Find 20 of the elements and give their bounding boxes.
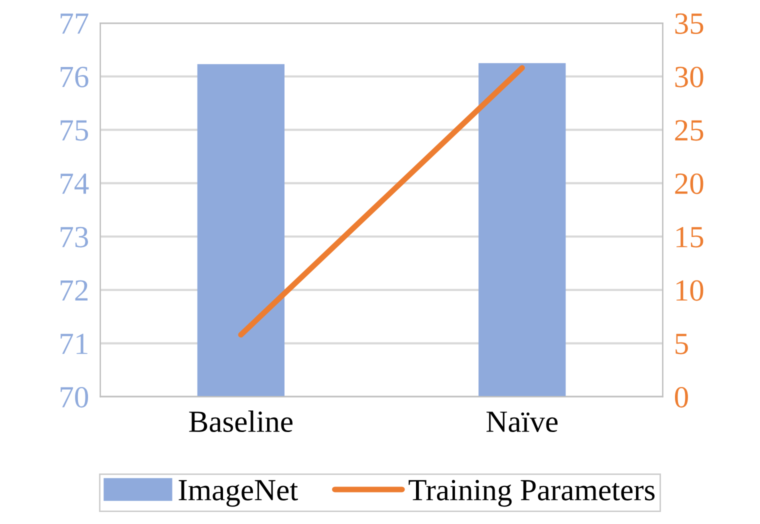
y-tick-label: 74 [60, 174, 89, 194]
y2-tick-label: 0 [674, 386, 688, 408]
x-tick-label: Baseline [189, 410, 292, 432]
y-tick-label: 72 [60, 280, 88, 301]
y2-tick-label: 30 [675, 66, 704, 88]
y-tick-label: 75 [60, 120, 88, 141]
y-tick-label: 71 [60, 334, 88, 354]
x-tick-label: Naïve [486, 412, 558, 432]
y-tick-label: 77 [60, 14, 88, 34]
y-tick-label: 73 [60, 226, 88, 248]
y2-tick-label: 5 [676, 334, 688, 354]
legend-label: ImageNet [178, 480, 298, 507]
y2-tick-label: 25 [675, 120, 704, 141]
y2-tick-label: 15 [676, 226, 704, 248]
y2-tick-label: 20 [675, 173, 704, 194]
legend-label: Training Parameters [408, 480, 655, 507]
y2-tick-label: 10 [676, 280, 704, 301]
y-tick-label: 70 [60, 386, 88, 408]
y2-tick-label: 35 [675, 13, 704, 34]
y-tick-label: 76 [60, 66, 88, 88]
